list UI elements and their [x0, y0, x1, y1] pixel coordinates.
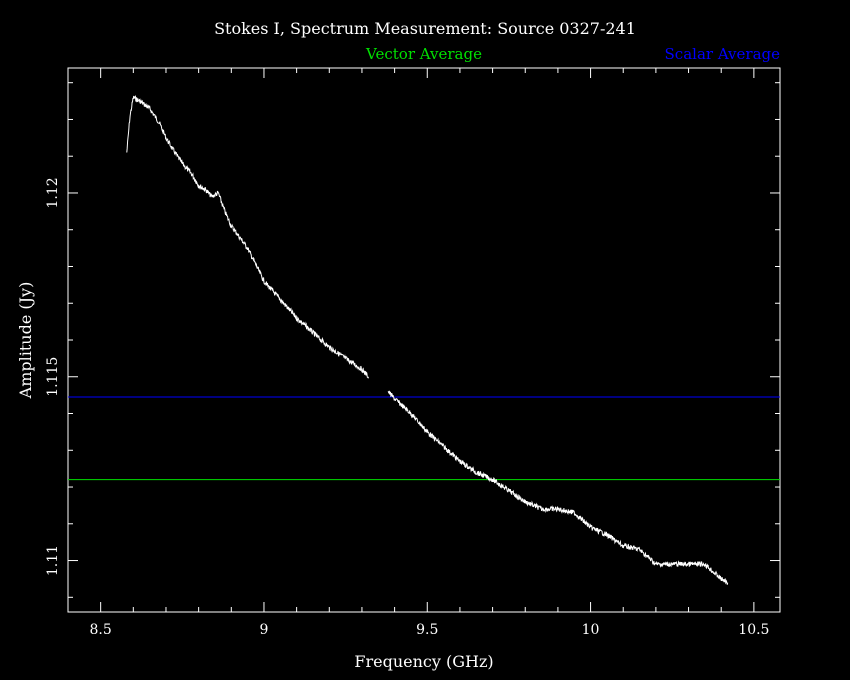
x-tick-label: 10: [582, 622, 600, 638]
legend-vector-average: Vector Average: [365, 45, 482, 63]
y-tick-label: 1.11: [45, 545, 61, 576]
x-tick-label: 9: [260, 622, 269, 638]
y-tick-label: 1.115: [45, 357, 61, 397]
spectrum-trace: [126, 95, 369, 379]
tick-labels: 8.5 9 9.5 10 10.5 1.11 1.115 1.12: [45, 177, 769, 638]
x-tick-label: 9.5: [416, 622, 438, 638]
legend-scalar-average: Scalar Average: [665, 45, 781, 63]
series-layer: [68, 95, 780, 585]
x-tick-label: 10.5: [738, 622, 769, 638]
chart-title: Stokes I, Spectrum Measurement: Source 0…: [214, 19, 636, 38]
axis-ticks: [68, 68, 780, 612]
x-axis-label: Frequency (GHz): [354, 652, 493, 671]
y-axis-label: Amplitude (Jy): [16, 282, 35, 400]
y-tick-label: 1.12: [45, 177, 61, 208]
spectrum-trace: [387, 390, 729, 585]
x-tick-label: 8.5: [90, 622, 112, 638]
